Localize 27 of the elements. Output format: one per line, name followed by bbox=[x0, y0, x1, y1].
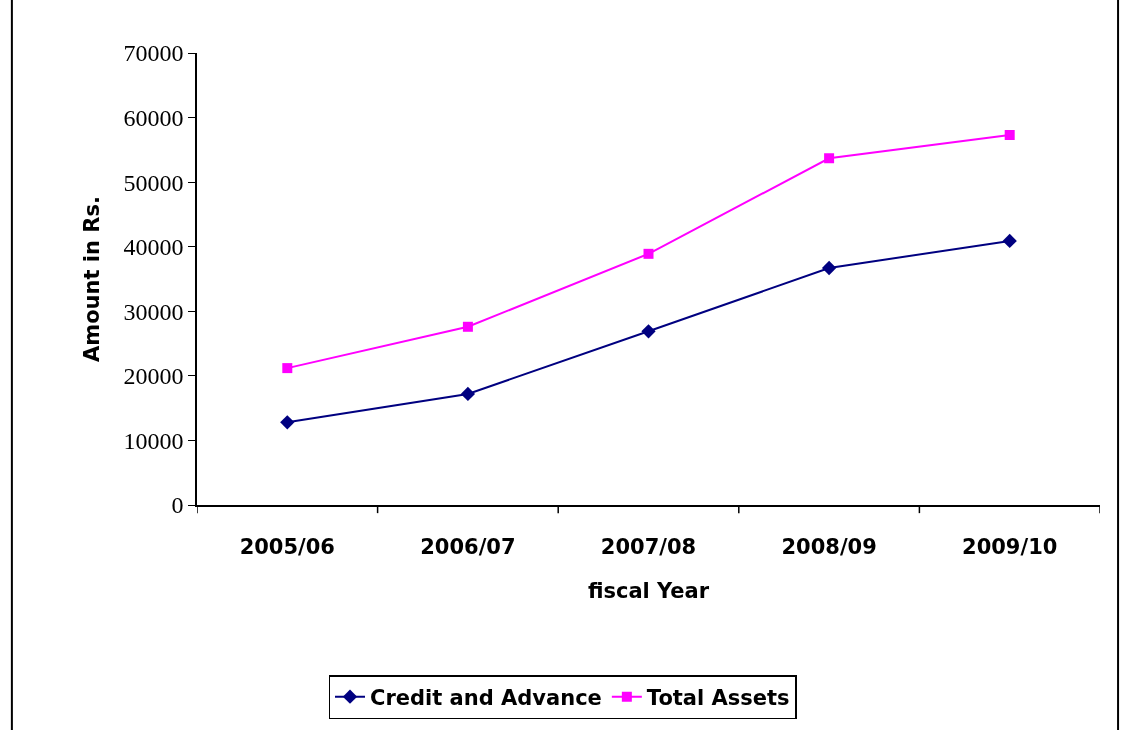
point bbox=[821, 260, 837, 276]
x-tick-label: 2009/10 bbox=[962, 534, 1058, 559]
x-tick-label: 2005/06 bbox=[239, 534, 335, 559]
point bbox=[1002, 233, 1017, 249]
x-tick-label: 2007/08 bbox=[600, 534, 697, 559]
y-tick-label: 30000 bbox=[123, 298, 184, 325]
point bbox=[641, 324, 656, 339]
point bbox=[462, 321, 473, 332]
y-tick-label: 70000 bbox=[123, 40, 184, 67]
point bbox=[643, 248, 654, 259]
x-axis-title: fiscal Year bbox=[587, 578, 710, 603]
point bbox=[1004, 130, 1015, 141]
legend-label: Credit and Advance bbox=[370, 685, 602, 710]
point bbox=[824, 153, 835, 164]
legend-label: Total Assets bbox=[646, 685, 790, 710]
y-tick-label: 20000 bbox=[123, 363, 184, 390]
y-tick-label: 40000 bbox=[123, 234, 184, 261]
y-tick-label: 50000 bbox=[123, 169, 184, 196]
point bbox=[460, 386, 476, 402]
x-tick-label: 2008/09 bbox=[781, 534, 877, 559]
point bbox=[280, 415, 295, 430]
y-tick-label: 10000 bbox=[123, 427, 184, 454]
y-axis-title: Amount in Rs. bbox=[80, 196, 105, 362]
point bbox=[282, 363, 293, 374]
y-tick-label: 60000 bbox=[123, 104, 184, 131]
x-tick-label: 2006/07 bbox=[420, 534, 516, 559]
y-tick-label: 0 bbox=[171, 492, 184, 519]
